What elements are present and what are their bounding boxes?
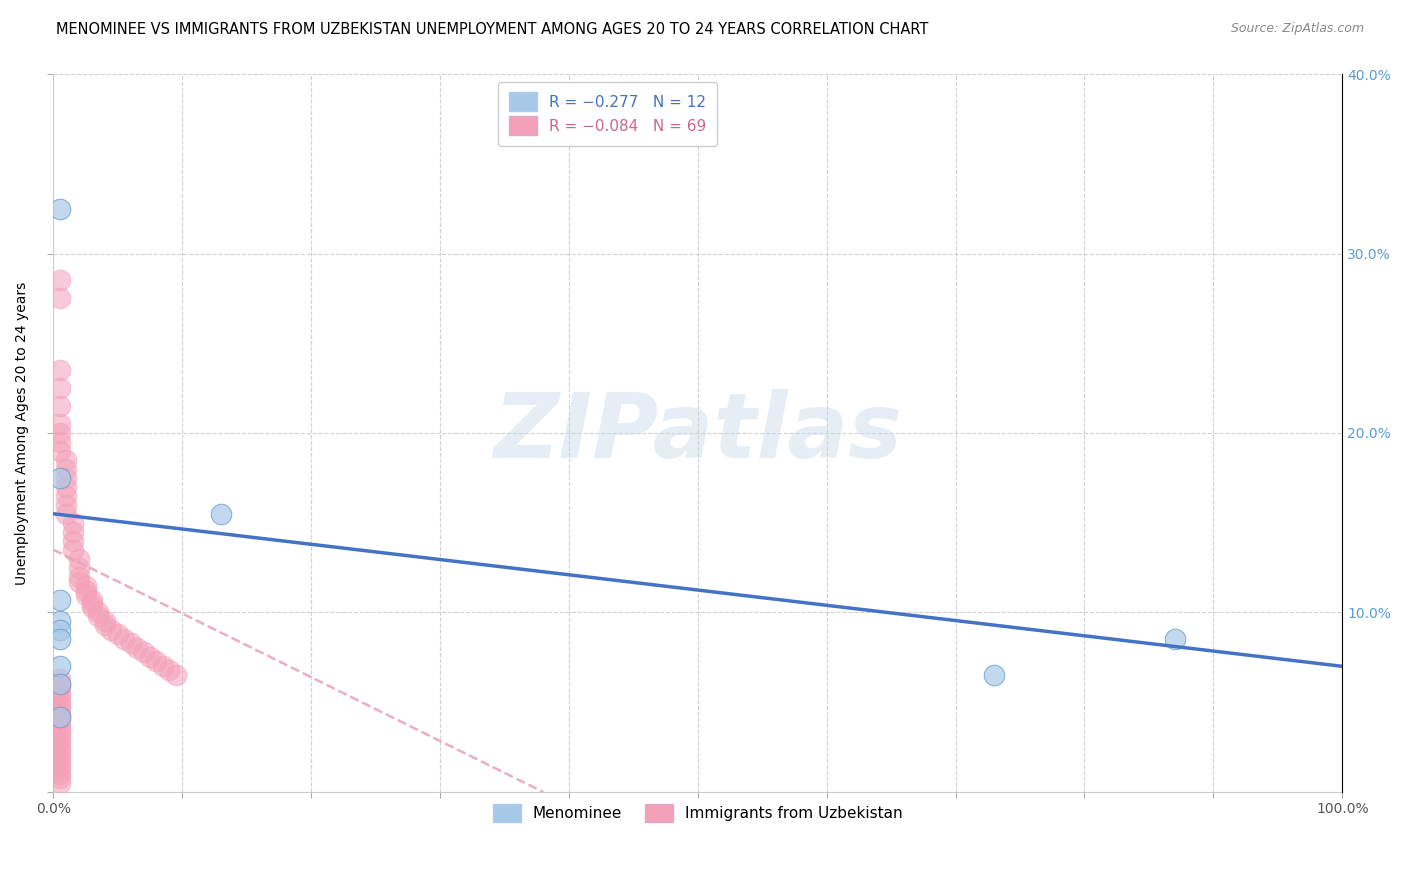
Point	[75, 583, 97, 598]
Point	[87, 606, 110, 620]
Point	[120, 636, 142, 650]
Point	[48, 399, 70, 413]
Legend: Menominee, Immigrants from Uzbekistan: Menominee, Immigrants from Uzbekistan	[481, 791, 915, 835]
Point	[62, 542, 84, 557]
Point	[48, 444, 70, 458]
Point	[62, 533, 84, 548]
Point	[55, 471, 77, 485]
Point	[75, 588, 97, 602]
Point	[67, 569, 90, 583]
Point	[48, 771, 70, 785]
Point	[112, 632, 135, 647]
Point	[48, 713, 70, 727]
Point	[48, 273, 70, 287]
Point	[48, 744, 70, 758]
Point	[55, 480, 77, 494]
Point	[75, 578, 97, 592]
Point	[48, 672, 70, 686]
Text: Source: ZipAtlas.com: Source: ZipAtlas.com	[1230, 22, 1364, 36]
Point	[48, 690, 70, 704]
Point	[48, 725, 70, 739]
Point	[165, 668, 187, 682]
Point	[48, 681, 70, 695]
Point	[48, 417, 70, 431]
Point	[48, 762, 70, 776]
Point	[67, 560, 90, 574]
Point	[55, 498, 77, 512]
Point	[48, 593, 70, 607]
Point	[55, 489, 77, 503]
Point	[48, 471, 70, 485]
Point	[48, 731, 70, 745]
Text: ZIPatlas: ZIPatlas	[494, 389, 903, 477]
Point	[139, 650, 162, 665]
Point	[983, 668, 1005, 682]
Point	[209, 507, 232, 521]
Point	[80, 593, 103, 607]
Point	[107, 627, 129, 641]
Point	[157, 663, 180, 677]
Point	[48, 698, 70, 713]
Point	[132, 645, 155, 659]
Point	[48, 767, 70, 781]
Point	[48, 425, 70, 440]
Point	[48, 749, 70, 764]
Point	[55, 507, 77, 521]
Point	[48, 624, 70, 638]
Point	[145, 654, 167, 668]
Point	[48, 677, 70, 691]
Point	[1163, 632, 1185, 647]
Point	[48, 707, 70, 722]
Point	[62, 516, 84, 530]
Point	[48, 704, 70, 718]
Point	[48, 202, 70, 216]
Point	[80, 600, 103, 615]
Text: MENOMINEE VS IMMIGRANTS FROM UZBEKISTAN UNEMPLOYMENT AMONG AGES 20 TO 24 YEARS C: MENOMINEE VS IMMIGRANTS FROM UZBEKISTAN …	[56, 22, 928, 37]
Point	[48, 677, 70, 691]
Point	[87, 609, 110, 624]
Point	[48, 363, 70, 377]
Y-axis label: Unemployment Among Ages 20 to 24 years: Unemployment Among Ages 20 to 24 years	[15, 281, 30, 584]
Point	[55, 453, 77, 467]
Point	[48, 695, 70, 709]
Point	[80, 597, 103, 611]
Point	[48, 615, 70, 629]
Point	[48, 434, 70, 449]
Point	[48, 659, 70, 673]
Point	[48, 776, 70, 790]
Point	[48, 381, 70, 395]
Point	[48, 758, 70, 772]
Point	[152, 659, 174, 673]
Point	[48, 716, 70, 731]
Point	[67, 574, 90, 589]
Point	[48, 709, 70, 723]
Point	[55, 462, 77, 476]
Point	[48, 292, 70, 306]
Point	[127, 641, 149, 656]
Point	[48, 632, 70, 647]
Point	[94, 618, 117, 632]
Point	[48, 753, 70, 767]
Point	[94, 615, 117, 629]
Point	[48, 740, 70, 755]
Point	[100, 624, 122, 638]
Point	[67, 551, 90, 566]
Point	[62, 524, 84, 539]
Point	[48, 686, 70, 700]
Point	[48, 722, 70, 736]
Point	[48, 735, 70, 749]
